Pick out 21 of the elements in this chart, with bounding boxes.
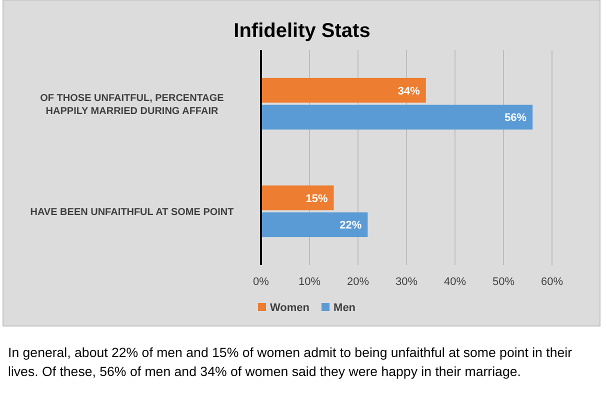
- y-tick-label: HAVE BEEN UNFAITHFUL AT SOME POINT: [30, 206, 234, 218]
- x-tick-label: 50%: [492, 276, 515, 288]
- x-tick-label: 20%: [346, 276, 370, 288]
- data-label: 56%: [504, 112, 527, 124]
- x-tick-label: 10%: [298, 276, 321, 288]
- data-label: 22%: [340, 220, 362, 232]
- bar: [261, 185, 334, 210]
- x-tick-label: 30%: [395, 276, 418, 288]
- bar: [261, 78, 426, 103]
- data-label: 34%: [398, 85, 420, 98]
- x-tick-label: 60%: [540, 276, 564, 288]
- x-tick-label: 0%: [253, 276, 270, 288]
- text: In general, about 22% of men and 15% of women admit to being unfaithful at some point in their lives. Of these, 56% of men and 34% of women said they were happy in their marriage.: [8, 345, 573, 379]
- legend-label: Men: [334, 302, 356, 314]
- x-tick-label: 40%: [444, 276, 466, 288]
- data-label: 15%: [306, 192, 328, 205]
- y-tick-label: OF THOSE UNFAITFUL, PERCENTAGE HAPPILY MARRIED DURING AFFAIR: [40, 92, 224, 117]
- chart-title: Infidelity Stats: [234, 20, 370, 42]
- legend-label: Women: [270, 302, 310, 314]
- bar: [261, 104, 533, 130]
- bar: [261, 212, 368, 238]
